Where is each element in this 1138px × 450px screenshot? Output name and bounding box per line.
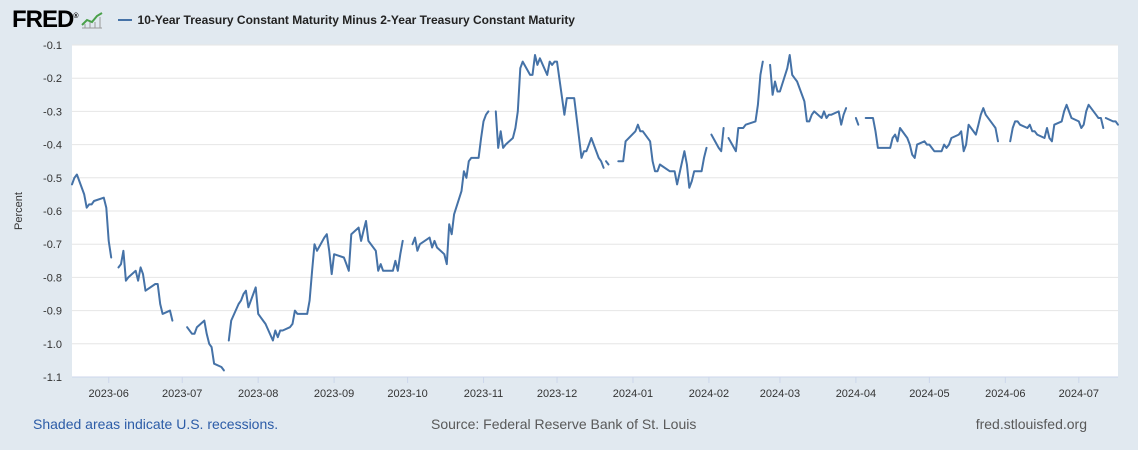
x-tick-label: 2024-06 — [985, 388, 1025, 400]
x-tick-label: 2023-06 — [89, 388, 129, 400]
y-tick-label: -0.4 — [43, 140, 62, 152]
y-tick-label: -0.9 — [43, 306, 62, 318]
series-line-segment — [1104, 117, 1119, 126]
series-line-segment — [864, 107, 999, 159]
legend-swatch — [117, 19, 132, 21]
series-line-segment — [854, 117, 860, 126]
x-tick-label: 2024-02 — [689, 388, 729, 400]
line-chart-icon — [79, 10, 104, 30]
x-tick-label: 2024-03 — [760, 388, 800, 400]
series-line-segment — [769, 54, 848, 126]
series-line-segment — [71, 173, 113, 259]
y-tick-label: -0.5 — [43, 173, 62, 185]
x-tick-label: 2023-10 — [387, 388, 427, 400]
series-line-segment — [117, 249, 174, 322]
line-chart: -0.1 -0.2 -0.3 -0.4 -0.5 -0.6 -0.7 -0.8 -0.9 -1.0… — [13, 40, 1119, 400]
x-tick-label: 2023-11 — [464, 388, 504, 400]
y-tick-label: -0.2 — [43, 73, 62, 85]
y-tick-label: -1.0 — [43, 339, 62, 351]
x-tick-label: 2023-08 — [238, 388, 278, 400]
chart-title: 10-Year Treasury Constant Maturity Minus… — [137, 13, 575, 27]
y-tick-label: -0.6 — [43, 206, 62, 218]
recession-note-link[interactable]: Shaded areas indicate U.S. recessions. — [33, 416, 279, 432]
series-line-segment — [727, 60, 764, 153]
series-line-segment — [227, 220, 404, 342]
x-tick-label: 2024-01 — [613, 388, 653, 400]
y-tick-label: -1.1 — [43, 372, 62, 384]
y-tick-label: -0.3 — [43, 106, 62, 118]
chart-header: FRED® 10-Year Treasury Constant Maturity… — [12, 6, 575, 34]
y-axis: -0.1 -0.2 -0.3 -0.4 -0.5 -0.6 -0.7 -0.8 -0.9 -1.0… — [43, 40, 62, 384]
series-line-segment — [710, 127, 725, 153]
y-tick-label: -0.1 — [43, 40, 62, 52]
x-axis: 2023-06 2023-07 2023-08 2023-09 2023-10 2023-… — [72, 376, 1118, 400]
source-text: Source: Federal Reserve Bank of St. Loui… — [431, 416, 697, 432]
y-tick-label: -0.8 — [43, 272, 62, 284]
site-url: fred.stlouisfed.org — [975, 416, 1087, 432]
x-tick-label: 2024-04 — [836, 388, 876, 400]
series-line-segment — [605, 160, 610, 166]
series — [71, 54, 1119, 372]
x-tick-label: 2023-09 — [314, 388, 354, 400]
series-line-segment — [1009, 103, 1105, 143]
series-line-segment — [411, 110, 490, 266]
x-tick-label: 2024-07 — [1059, 388, 1099, 400]
series-line-segment — [494, 54, 605, 169]
series-line-segment — [186, 319, 225, 372]
x-tick-label: 2024-05 — [909, 388, 949, 400]
y-tick-label: -0.7 — [43, 239, 62, 251]
y-axis-title: Percent — [13, 192, 25, 230]
series-line-segment — [617, 123, 708, 189]
fred-logo[interactable]: FRED® — [12, 6, 79, 33]
x-tick-label: 2023-07 — [162, 388, 202, 400]
x-tick-label: 2023-12 — [537, 388, 577, 400]
